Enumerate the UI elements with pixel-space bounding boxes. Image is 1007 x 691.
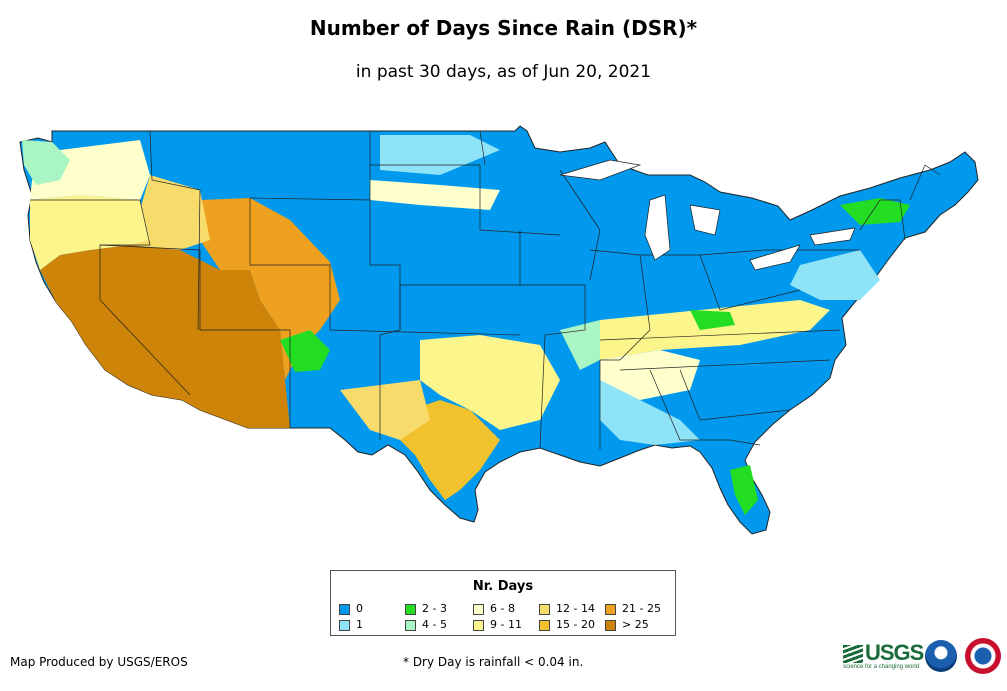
legend-item-4-5: 4 - 5 (405, 618, 447, 631)
legend-item-21-25: 21 - 25 (605, 602, 661, 615)
legend-swatch (473, 603, 484, 615)
region-over-25 (40, 245, 290, 428)
legend-item-1: 1 (339, 618, 363, 631)
legend-swatch (605, 619, 616, 631)
legend-item-15-20: 15 - 20 (539, 618, 595, 631)
legend-swatch (405, 619, 416, 631)
legend-swatch (339, 603, 350, 615)
credit-text: Map Produced by USGS/EROS (10, 655, 188, 669)
usgs-waves-icon (843, 645, 863, 664)
legend-swatch (405, 603, 416, 615)
legend-title: Nr. Days (472, 579, 534, 594)
map-title: Number of Days Since Rain (DSR)* (309, 16, 698, 40)
footnote-text: * Dry Day is rainfall < 0.04 in. (403, 655, 584, 669)
legend-item-0: 0 (339, 602, 363, 615)
legend-swatch (539, 603, 550, 615)
legend-item-12-14: 12 - 14 (539, 602, 595, 615)
region-1 (380, 135, 880, 445)
legend-swatch (339, 619, 350, 631)
legend-item-over-25: > 25 (605, 618, 649, 631)
legend: Nr. Days 0 1 2 - 3 4 - 5 6 - 8 9 - 11 12… (330, 570, 676, 636)
legend-item-9-11: 9 - 11 (473, 618, 522, 631)
region-12-14 (130, 175, 430, 440)
nws-logo-icon (965, 638, 1001, 674)
usgs-logo: USGS science for a changing world (843, 640, 924, 670)
region-15-20 (400, 400, 500, 500)
legend-swatch (539, 619, 550, 631)
region-6-8 (30, 140, 700, 410)
legend-item-2-3: 2 - 3 (405, 602, 447, 615)
noaa-logo-icon (925, 640, 957, 672)
legend-item-6-8: 6 - 8 (473, 602, 515, 615)
great-lakes (559, 159, 856, 271)
legend-swatch (473, 619, 484, 631)
map-subtitle: in past 30 days, as of Jun 20, 2021 (355, 62, 652, 82)
region-9-11 (30, 195, 830, 430)
state-boundaries (30, 130, 941, 450)
legend-swatch (605, 603, 616, 615)
us-dsr-map (19, 125, 979, 535)
